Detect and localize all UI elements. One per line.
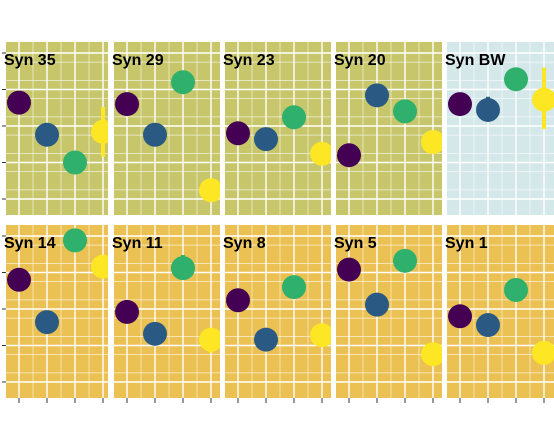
panel-title: Syn 5 (334, 235, 377, 252)
data-point-4 (199, 178, 220, 203)
data-point-2 (476, 313, 500, 338)
data-point-4 (421, 342, 442, 367)
data-point-1 (226, 121, 250, 146)
panel-plot-area (447, 42, 554, 215)
data-point-1 (115, 92, 139, 117)
data-point-1 (226, 288, 250, 313)
panel-title: Syn 29 (112, 52, 164, 69)
panel-10: Syn 1 (445, 225, 554, 398)
data-point-4 (532, 340, 554, 365)
data-point-3 (393, 99, 417, 124)
data-point-2 (254, 327, 278, 352)
data-point-4 (199, 327, 220, 352)
data-point-3 (504, 67, 528, 92)
data-point-1 (448, 92, 472, 117)
panel-plot-area (336, 225, 442, 398)
panel-5: Syn BW (445, 42, 554, 215)
panel-9: Syn 5 (334, 225, 442, 398)
data-point-3 (393, 248, 417, 273)
panel-plot-area (114, 42, 220, 215)
panel-plot-area (447, 225, 554, 398)
data-point-2 (35, 122, 59, 147)
panel-plot-area (6, 42, 108, 215)
panel-3: Syn 23 (223, 42, 331, 215)
data-point-3 (282, 275, 306, 300)
panel-title: Syn BW (445, 52, 506, 69)
data-point-4 (91, 119, 108, 144)
panel-background (6, 225, 108, 398)
panel-8: Syn 8 (223, 225, 331, 398)
data-point-4 (310, 323, 331, 348)
data-point-4 (421, 130, 442, 155)
data-point-4 (91, 254, 108, 279)
panel-title: Syn 1 (445, 235, 488, 252)
panel-plot-area (114, 225, 220, 398)
panel-1: Syn 35 (4, 42, 108, 215)
data-point-2 (35, 310, 59, 335)
panel-title: Syn 8 (223, 235, 266, 252)
data-point-1 (337, 143, 361, 168)
panel-4: Syn 20 (334, 42, 442, 215)
panel-plot-area (225, 42, 331, 215)
panels-layer: Syn 35 Syn 29 Syn 23 Syn 20 Syn BW Syn 14 Syn … (4, 42, 554, 398)
data-point-2 (143, 122, 167, 147)
data-point-2 (143, 321, 167, 346)
panel-plot-area (225, 225, 331, 398)
axis-layer (2, 52, 545, 403)
data-point-2 (365, 83, 389, 108)
panel-title: Syn 11 (112, 235, 163, 252)
data-point-4 (310, 141, 331, 166)
data-point-1 (7, 90, 31, 115)
data-point-1 (448, 304, 472, 329)
data-point-3 (63, 150, 87, 175)
panel-background (447, 42, 554, 215)
data-point-4 (532, 87, 554, 112)
data-point-1 (7, 267, 31, 292)
panel-background (336, 225, 442, 398)
panel-title: Syn 35 (4, 52, 56, 69)
panel-title: Syn 23 (223, 52, 275, 69)
panel-background (225, 225, 331, 398)
data-point-2 (476, 97, 500, 122)
data-point-3 (63, 228, 87, 253)
panel-background (336, 42, 442, 215)
panel-plot-area (6, 225, 108, 398)
panel-title: Syn 20 (334, 52, 386, 69)
data-point-2 (365, 292, 389, 317)
panel-plot-area (336, 42, 442, 215)
data-point-2 (254, 127, 278, 152)
data-point-1 (115, 299, 139, 324)
panel-6: Syn 14 (4, 225, 108, 398)
data-point-3 (171, 70, 195, 95)
data-point-3 (504, 278, 528, 303)
data-point-3 (282, 105, 306, 130)
panel-2: Syn 29 (112, 42, 220, 215)
panel-7: Syn 11 (112, 225, 220, 398)
data-point-1 (337, 257, 361, 282)
panel-title: Syn 14 (4, 235, 56, 252)
data-point-3 (171, 256, 195, 281)
